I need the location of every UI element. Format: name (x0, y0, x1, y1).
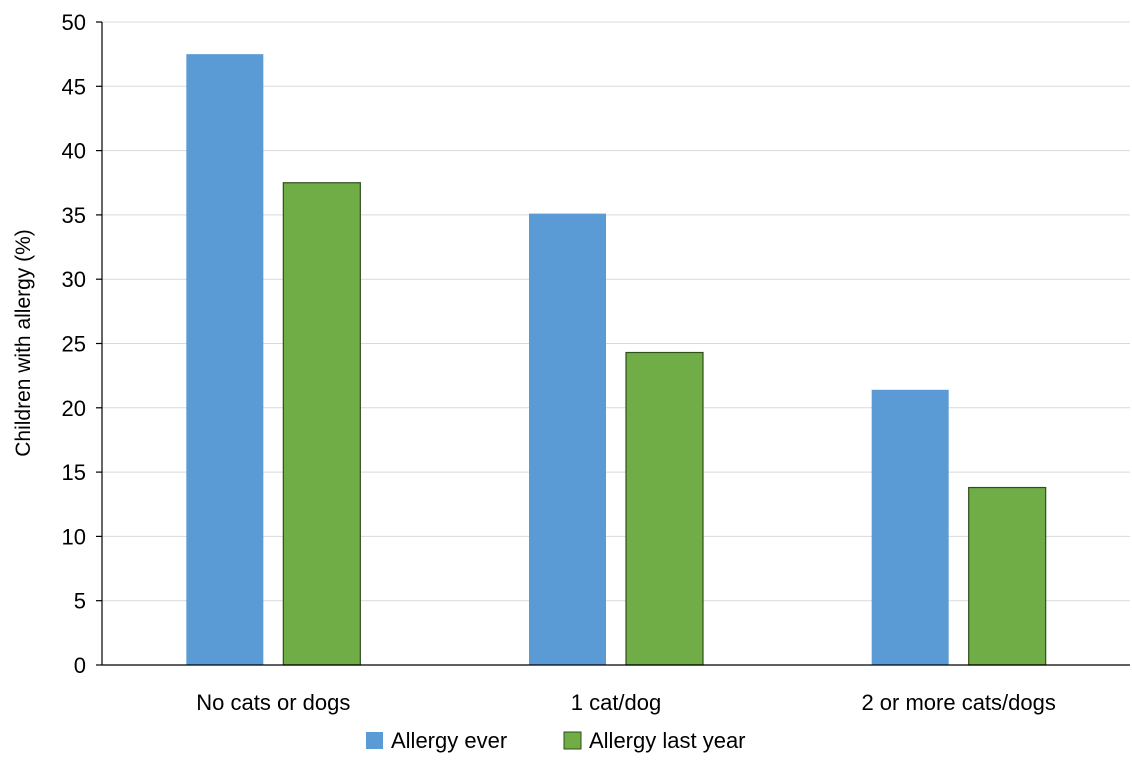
x-category-label: 1 cat/dog (571, 690, 662, 715)
legend-label: Allergy ever (391, 728, 507, 753)
y-tick-label: 45 (62, 74, 86, 99)
y-tick-labels: 0 5 10 15 20 25 30 35 40 45 50 (62, 10, 86, 678)
bar-allergy-ever (529, 213, 606, 665)
y-tick-label: 5 (74, 589, 86, 614)
legend-swatch (563, 731, 582, 750)
y-tick-label: 0 (74, 653, 86, 678)
bar-allergy-last-year (968, 486, 1047, 666)
y-tick-label: 15 (62, 460, 86, 485)
y-tick-label: 50 (62, 10, 86, 35)
x-category-label: 2 or more cats/dogs (861, 690, 1055, 715)
bar-allergy-last-year (625, 351, 704, 666)
y-tick-label: 40 (62, 139, 86, 164)
gridlines (96, 21, 1130, 666)
bar-allergy-ever (186, 54, 264, 665)
y-tick-label: 25 (62, 332, 86, 357)
y-tick-label: 10 (62, 524, 86, 549)
bar-allergy-last-year (282, 182, 361, 666)
y-tick-label: 20 (62, 396, 86, 421)
legend-label: Allergy last year (589, 728, 746, 753)
x-category-label: No cats or dogs (196, 690, 350, 715)
y-axis-title: Children with allergy (%) (12, 229, 35, 457)
bars (186, 54, 1047, 666)
legend: Allergy ever Allergy last year (366, 728, 746, 753)
bar-allergy-ever (871, 389, 949, 665)
axes (101, 22, 1130, 666)
x-category-labels: No cats or dogs 1 cat/dog 2 or more cats/d… (196, 690, 1056, 715)
y-tick-label: 35 (62, 203, 86, 228)
legend-swatch (366, 732, 383, 749)
y-tick-label: 30 (62, 267, 86, 292)
